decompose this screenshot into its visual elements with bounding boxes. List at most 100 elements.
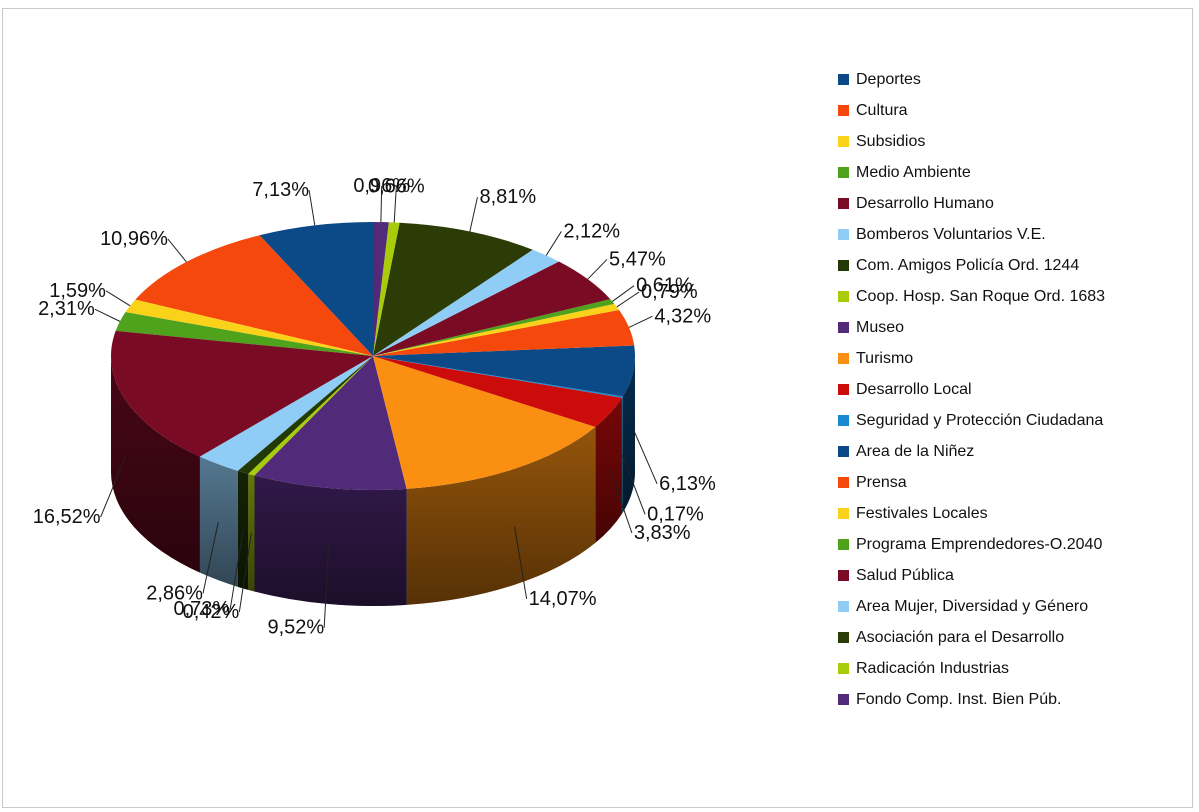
legend-swatch xyxy=(838,74,849,85)
legend-label: Festivales Locales xyxy=(856,505,988,522)
data-label-19: 0,66% xyxy=(368,176,425,198)
legend-swatch xyxy=(838,198,849,209)
legend-label: Seguridad y Protección Ciudadana xyxy=(856,412,1103,429)
leader-line-15 xyxy=(612,285,635,302)
pie-slice-15 xyxy=(373,299,615,356)
legend-swatch xyxy=(838,105,849,116)
pie-side-6 xyxy=(237,470,249,590)
legend-item: Festivales Locales xyxy=(838,505,988,522)
leader-line-9 xyxy=(514,526,528,600)
legend-item: Desarrollo Local xyxy=(838,381,972,398)
legend-swatch xyxy=(838,229,849,240)
legend-swatch xyxy=(838,570,849,581)
pie-slice-13 xyxy=(373,310,635,356)
legend-item: Programa Emprendedores-O.2040 xyxy=(838,536,1102,553)
legend-label: Cultura xyxy=(856,102,908,119)
legend-swatch xyxy=(838,446,849,457)
pie-slice-2 xyxy=(125,299,373,356)
leader-line-8 xyxy=(323,546,330,628)
legend-item: Coop. Hosp. San Roque Ord. 1683 xyxy=(838,288,1105,305)
leader-line-6 xyxy=(229,530,244,610)
pie-slice-10 xyxy=(373,356,622,427)
legend-item: Fondo Comp. Inst. Bien Púb. xyxy=(838,691,1061,708)
data-label-0: 7,13% xyxy=(252,179,309,201)
legend-item: Medio Ambiente xyxy=(838,164,971,181)
data-label-8: 9,52% xyxy=(267,617,324,639)
data-label-9: 14,07% xyxy=(529,588,597,610)
legend-item: Seguridad y Protección Ciudadana xyxy=(838,412,1103,429)
leader-line-20 xyxy=(380,186,383,223)
legend-label: Medio Ambiente xyxy=(856,164,971,181)
leader-line-4 xyxy=(100,457,126,518)
legend-label: Com. Amigos Policía Ord. 1244 xyxy=(856,257,1079,274)
leader-lines xyxy=(94,186,658,628)
pie-slice-8 xyxy=(254,356,407,490)
leader-line-10 xyxy=(609,470,633,534)
pie-sides xyxy=(110,356,635,606)
data-label-10: 3,83% xyxy=(634,522,691,544)
data-label-15: 0,61% xyxy=(636,275,693,297)
legend-label: Asociación para el Desarrollo xyxy=(856,629,1064,646)
legend-item: Radicación Industrias xyxy=(838,660,1009,677)
pie-slice-18 xyxy=(373,222,533,356)
pie-slice-20 xyxy=(373,222,389,356)
legend: Deportes Cultura Subsidios Medio Ambiente De… xyxy=(838,71,1105,708)
legend-item: Turismo xyxy=(838,350,913,367)
legend-label: Desarrollo Humano xyxy=(856,195,994,212)
leader-line-3 xyxy=(94,308,121,322)
data-label-14: 0,79% xyxy=(641,281,698,303)
legend-item: Com. Amigos Policía Ord. 1244 xyxy=(838,257,1079,274)
legend-swatch xyxy=(838,539,849,550)
legend-swatch xyxy=(838,477,849,488)
pie-slice-6 xyxy=(237,356,373,474)
legend-swatch xyxy=(838,260,849,271)
pie-side-10 xyxy=(595,397,622,543)
data-label-17: 2,12% xyxy=(563,220,620,242)
data-label-11: 0,17% xyxy=(647,503,704,525)
pie-side-11 xyxy=(621,396,623,514)
leader-line-17 xyxy=(545,231,562,256)
data-label-3: 2,31% xyxy=(38,298,95,320)
legend-item: Desarrollo Humano xyxy=(838,195,994,212)
legend-swatch xyxy=(838,322,849,333)
legend-item: Salud Pública xyxy=(838,567,954,584)
leader-line-14 xyxy=(616,291,640,308)
data-label-16: 5,47% xyxy=(609,248,666,270)
legend-swatch xyxy=(838,415,849,426)
pie-slice-0 xyxy=(259,222,373,356)
legend-label: Area de la Niñez xyxy=(856,443,974,460)
pie-tops xyxy=(110,222,636,490)
leader-line-18 xyxy=(469,197,478,232)
legend-item: Area de la Niñez xyxy=(838,443,974,460)
pie-side-12 xyxy=(622,356,635,513)
pie-side-8 xyxy=(254,475,407,606)
pie-slice-16 xyxy=(373,261,611,356)
data-label-4: 16,52% xyxy=(33,506,101,528)
legend-item: Prensa xyxy=(838,474,907,491)
legend-label: Turismo xyxy=(856,350,913,367)
data-label-18: 8,81% xyxy=(479,186,536,208)
legend-label: Subsidios xyxy=(856,133,925,150)
data-label-5: 2,86% xyxy=(146,583,203,605)
legend-label: Radicación Industrias xyxy=(856,660,1009,677)
legend-label: Fondo Comp. Inst. Bien Púb. xyxy=(856,691,1061,708)
data-label-13: 4,32% xyxy=(654,305,711,327)
leader-line-0 xyxy=(308,189,316,226)
legend-swatch xyxy=(838,136,849,147)
pie-slice-7 xyxy=(248,356,373,476)
pie-slice-3 xyxy=(115,312,374,356)
pie-side-4 xyxy=(110,356,200,573)
legend-label: Museo xyxy=(856,319,904,336)
legend-swatch xyxy=(838,384,849,395)
leader-line-12 xyxy=(632,429,658,485)
leader-line-16 xyxy=(587,259,608,280)
leader-line-1 xyxy=(167,238,187,263)
legend-label: Deportes xyxy=(856,71,921,88)
legend-swatch xyxy=(838,663,849,674)
legend-label: Prensa xyxy=(856,474,907,491)
leader-line-19 xyxy=(393,186,397,223)
legend-swatch xyxy=(838,601,849,612)
legend-label: Salud Pública xyxy=(856,567,954,584)
pie-slice-5 xyxy=(199,356,373,471)
